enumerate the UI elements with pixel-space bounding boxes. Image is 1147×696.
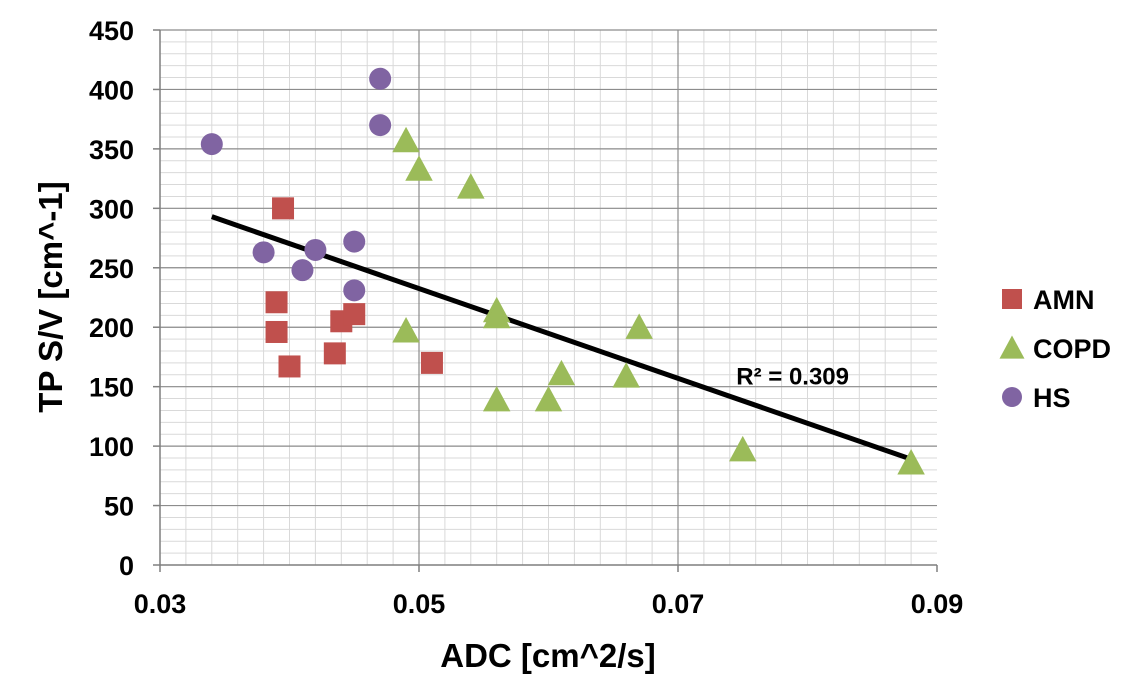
- copd-point: [897, 449, 925, 475]
- copd-point: [392, 126, 420, 153]
- copd-point: [405, 155, 433, 181]
- legend-item-hs: HS: [1002, 383, 1071, 413]
- copd-point: [392, 317, 420, 343]
- y-tick-label: 450: [89, 16, 134, 46]
- x-tick-label: 0.03: [134, 589, 187, 619]
- x-axis-title: ADC [cm^2/s]: [440, 637, 655, 674]
- amn-point: [343, 303, 366, 326]
- x-tick-label: 0.05: [393, 589, 446, 619]
- hs-point: [369, 114, 392, 137]
- copd-point: [482, 385, 511, 412]
- copd-point: [729, 435, 757, 462]
- legend-label-amn: AMN: [1033, 285, 1095, 315]
- x-tick-label: 0.09: [911, 589, 964, 619]
- legend: AMN COPD HS: [999, 285, 1111, 413]
- trendline: [210, 214, 912, 462]
- legend-marker-hs: [1002, 387, 1022, 407]
- trendline-group: R² = 0.309: [210, 214, 912, 462]
- hs-point: [304, 238, 327, 261]
- data-points: [200, 67, 925, 475]
- axes: [153, 29, 938, 572]
- legend-label-hs: HS: [1033, 383, 1071, 413]
- y-tick-label: 150: [89, 373, 134, 403]
- major-gridlines: [160, 29, 937, 565]
- tick-labels: 0.03 0.05 0.07 0.09 0 50 100 150 200 250 300 350 400…: [89, 16, 963, 619]
- series-amn: [265, 197, 443, 378]
- amn-point: [265, 291, 288, 314]
- legend-marker-amn: [1002, 289, 1022, 309]
- y-tick-label: 100: [89, 432, 134, 462]
- y-axis-title: TP S/V [cm^-1]: [32, 181, 69, 412]
- hs-point: [200, 133, 223, 156]
- hs-point: [343, 279, 366, 302]
- legend-item-amn: AMN: [1002, 285, 1095, 315]
- y-tick-label: 0: [119, 551, 134, 581]
- trendline-r2-label: R² = 0.309: [736, 363, 849, 390]
- amn-point: [265, 320, 288, 343]
- amn-point: [272, 197, 295, 220]
- copd-point: [612, 362, 640, 388]
- legend-item-copd: COPD: [999, 334, 1111, 364]
- y-tick-label: 400: [89, 75, 134, 105]
- series-copd: [392, 126, 925, 475]
- y-tick-label: 300: [89, 194, 134, 224]
- y-tick-label: 250: [89, 254, 134, 284]
- legend-label-copd: COPD: [1033, 334, 1111, 364]
- copd-point: [625, 313, 653, 339]
- hs-point: [343, 230, 366, 253]
- y-tick-label: 200: [89, 313, 134, 343]
- y-tick-label: 50: [104, 492, 134, 522]
- x-tick-label: 0.07: [652, 589, 705, 619]
- copd-point: [534, 385, 563, 412]
- series-hs: [200, 67, 392, 302]
- copd-point: [482, 302, 511, 329]
- amn-point: [323, 342, 346, 365]
- hs-point: [291, 259, 314, 282]
- legend-marker-copd: [999, 335, 1025, 359]
- copd-point: [457, 173, 485, 199]
- hs-point: [252, 241, 275, 264]
- copd-point: [547, 359, 576, 386]
- amn-point: [420, 351, 443, 374]
- hs-point: [369, 67, 392, 90]
- y-tick-label: 350: [89, 135, 134, 165]
- amn-point: [278, 355, 301, 378]
